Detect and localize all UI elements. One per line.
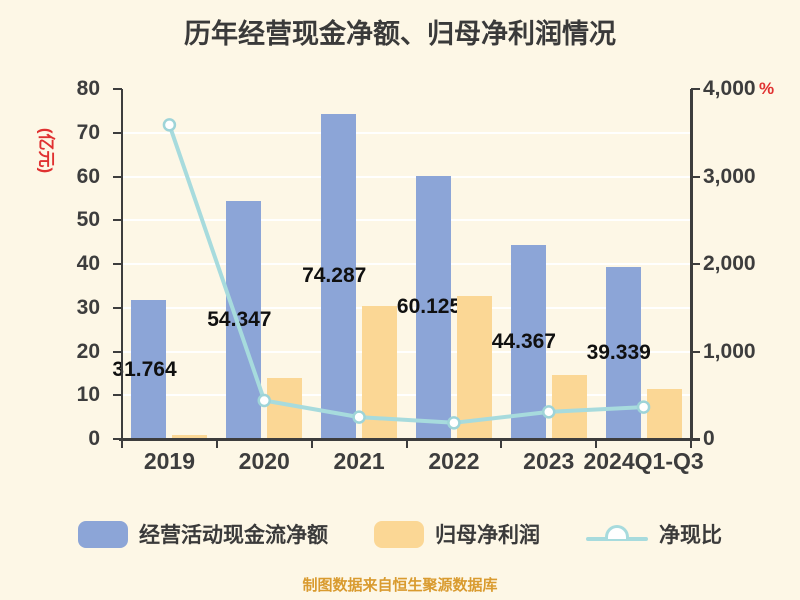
y-axis-left-tick-label: 80: [76, 77, 100, 100]
legend-label-net-profit: 归母净利润: [435, 524, 540, 547]
y-axis-left-tickmark: [113, 219, 122, 222]
bar-net-profit: [267, 378, 303, 439]
gridline: [122, 263, 691, 265]
x-axis-category-label: 2023: [523, 448, 575, 474]
x-axis-tickmark: [690, 440, 692, 448]
legend-item-net-profit[interactable]: 归母净利润: [374, 519, 540, 549]
bar-operating-cashflow: [226, 201, 262, 439]
y-axis-left-tick-label: 20: [76, 339, 100, 363]
x-axis-tickmark: [500, 440, 503, 448]
y-axis-left-tickmark: [113, 175, 122, 178]
bar-value-label: 74.287: [302, 264, 367, 288]
y-axis-right-tickmark: [691, 88, 700, 90]
legend-swatch-orange-bar-icon: [374, 520, 424, 548]
y-axis-left-tick-label: 50: [76, 208, 100, 232]
y-axis-left-tickmark: [113, 350, 122, 353]
bar-value-label: 44.367: [491, 329, 556, 353]
x-axis-tickmark: [405, 440, 408, 448]
y-axis-left-tick-label: 60: [76, 164, 100, 188]
x-axis-category-label: 2022: [428, 448, 480, 474]
gridline: [122, 306, 691, 309]
y-axis-right-tick-label: 4,000: [703, 77, 756, 100]
bar-operating-cashflow: [510, 244, 546, 439]
gridline: [122, 394, 691, 397]
y-axis-left-tick-label: 30: [76, 295, 100, 319]
y-axis-right-tickmark: [691, 175, 700, 178]
y-axis-left-tick-label: 70: [76, 120, 100, 144]
netcash-ratio-line-series: [162, 118, 651, 430]
bar-operating-cashflow: [415, 175, 451, 439]
y-axis-right-tick-label: 2,000: [703, 252, 756, 275]
bar-operating-cashflow: [321, 113, 357, 439]
gridline: [122, 175, 691, 178]
y-axis-left-tickmark: [113, 131, 122, 134]
line-point-marker: [636, 400, 651, 414]
legend-item-netcash-ratio[interactable]: 净现比: [586, 519, 722, 549]
chart-title: 历年经营现金净额、归母净利润情况: [184, 19, 616, 49]
legend-swatch-blue-bar-icon: [78, 520, 128, 548]
line-point-marker: [257, 393, 271, 408]
line-point-marker: [162, 118, 177, 132]
line-point-marker: [447, 416, 461, 430]
x-axis-tickmark: [595, 440, 598, 448]
bar-value-label: 39.339: [586, 340, 651, 364]
y-axis-left-tick-label: 10: [76, 383, 100, 407]
y-axis-left-tick-label: 0: [88, 427, 100, 450]
footer-source-note: 制图数据来自恒生聚源数据库: [302, 577, 498, 594]
legend-line-marker-icon: [586, 521, 648, 547]
y-axis-left-tickmark: [113, 394, 122, 397]
y-axis-left-tickmark: [113, 306, 122, 309]
right-axis-unit-label: %: [759, 79, 775, 98]
y-axis-line-right: [690, 89, 693, 439]
x-axis-tickmark: [215, 440, 218, 448]
x-axis-tickmark: [121, 440, 123, 448]
gridline: [122, 131, 691, 134]
bar-net-profit: [551, 375, 587, 439]
y-axis-left-tickmark: [113, 438, 122, 440]
legend-label-netcash-ratio: 净现比: [659, 524, 722, 547]
y-axis-right-tick-label: 3,000: [703, 164, 756, 188]
y-axis-right-tick-label: 0: [703, 427, 715, 450]
gridline: [122, 219, 691, 222]
bar-net-profit: [456, 295, 492, 439]
x-axis-line: [119, 437, 700, 441]
bar-value-label: 31.764: [112, 357, 177, 381]
bar-value-label: 54.347: [207, 308, 272, 332]
legend: 经营活动现金流净额 归母净利润 净现比: [0, 514, 800, 554]
gridline: [122, 350, 691, 353]
y-axis-right-tickmark: [691, 263, 700, 265]
netcash-ratio-line: [167, 122, 646, 425]
legend-label-operating-cashflow: 经营活动现金流净额: [139, 524, 328, 547]
x-axis-category-label: 2021: [333, 448, 385, 474]
x-axis-category-label: 2024Q1-Q3: [583, 448, 704, 474]
y-axis-right-tick-label: 1,000: [703, 339, 756, 363]
y-axis-left-tickmark: [113, 263, 122, 265]
bar-value-label: 60.125: [396, 295, 462, 319]
x-axis-tickmark: [310, 440, 313, 448]
y-axis-right-tickmark: [691, 350, 700, 353]
x-axis-category-label: 2020: [238, 448, 290, 474]
bar-net-profit: [172, 435, 208, 439]
line-point-marker: [352, 410, 366, 424]
y-axis-line-left: [120, 89, 123, 439]
bar-operating-cashflow: [131, 300, 167, 439]
y-axis-left-tick-label: 40: [76, 252, 100, 275]
bar-net-profit: [646, 389, 682, 439]
line-point-marker: [542, 405, 556, 419]
legend-item-operating-cashflow[interactable]: 经营活动现金流净额: [78, 519, 328, 549]
x-axis-category-label: 2019: [143, 448, 195, 474]
y-axis-left-tickmark: [113, 88, 122, 90]
